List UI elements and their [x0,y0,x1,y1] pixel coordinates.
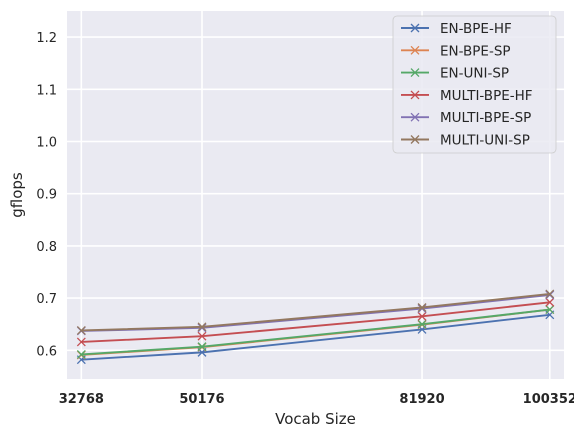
data-point [545,305,555,315]
legend-label: MULTI-BPE-HF [440,88,533,104]
data-point [545,290,555,300]
legend-label: EN-UNI-SP [440,66,509,82]
series-line [81,308,550,356]
legend-marker [410,68,420,78]
x-tick-label: 32768 [59,392,104,407]
x-axis-label: Vocab Size [275,410,356,428]
legend-marker [410,135,420,144]
y-axis-label: gflops [8,172,26,218]
y-axis-ticks: 0.6 0.7 0.8 0.9 1.0 1.1 1.2 [36,31,57,359]
y-tick-label: 0.6 [36,344,57,359]
legend-marker [410,112,420,122]
legend-label: MULTI-BPE-SP [440,110,531,126]
legend-entry: MULTI-BPE-HF [401,88,533,104]
data-point [417,311,427,321]
legend-label: MULTI-UNI-SP [440,133,530,149]
legend-entry: EN-BPE-HF [401,21,512,37]
x-tick-label: 50176 [179,392,224,407]
data-point [197,322,207,332]
y-tick-label: 1.2 [36,31,57,46]
data-point [76,337,86,347]
y-tick-label: 1.0 [36,135,57,150]
data-point [197,331,207,341]
legend-marker [410,90,420,100]
data-point [417,304,427,313]
legend-entry: EN-BPE-SP [401,43,511,59]
grid [67,11,564,379]
data-point [76,350,86,359]
y-tick-label: 0.8 [36,240,57,255]
legend-entry: EN-UNI-SP [401,66,509,82]
series-multi-uni-sp [76,289,555,335]
data-point [545,297,555,307]
legend: EN-BPE-HF EN-BPE-SP EN-UNI-SP MULTI-BPE-HF M… [392,15,557,154]
series-layer [76,289,555,365]
x-axis-ticks: 32768 50176 81920 100352 [59,392,574,407]
series-line [81,292,550,332]
legend-marker [410,23,420,33]
data-point [197,323,207,333]
data-point [197,342,207,352]
y-tick-label: 1.1 [36,83,57,98]
data-point [76,325,86,335]
data-point [417,319,427,329]
series-line [81,301,550,343]
legend-entry: MULTI-UNI-SP [401,133,530,149]
legend-frame [392,15,557,154]
series-multi-bpe-hf [76,297,555,347]
legend-label: EN-BPE-HF [440,21,512,37]
legend-entry: MULTI-BPE-SP [401,110,531,126]
y-tick-label: 0.9 [36,188,57,203]
y-tick-label: 0.7 [36,292,57,307]
legend-label: EN-BPE-SP [440,43,511,59]
x-tick-label: 100352 [523,392,574,407]
legend-marker [410,45,420,55]
data-point [545,289,555,299]
series-en-uni-sp [76,305,555,359]
series-line [81,313,550,361]
x-tick-label: 81920 [399,392,444,407]
data-point [417,303,427,312]
